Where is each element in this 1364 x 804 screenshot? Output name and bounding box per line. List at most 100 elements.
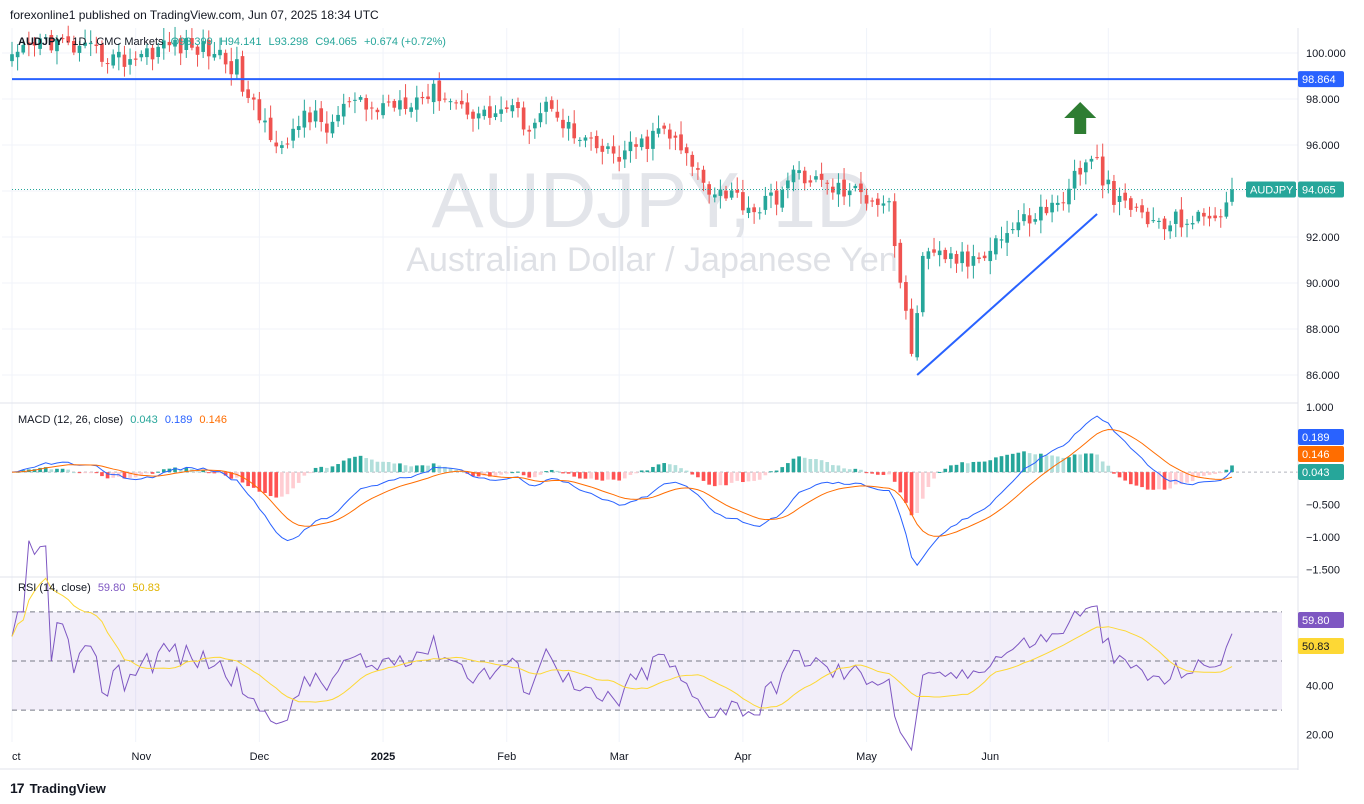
- macd-histogram-bar: [1128, 472, 1133, 485]
- candle-body: [943, 249, 948, 260]
- candle-body: [161, 40, 166, 49]
- rsi-legend-value: 59.80: [97, 582, 126, 594]
- macd-legend: MACD (12, 26, close) 0.043 0.189 0.146: [18, 414, 227, 426]
- candle-body: [521, 107, 526, 130]
- candle-body: [443, 98, 447, 100]
- candle-body: [223, 52, 228, 65]
- macd-histogram-bar: [1083, 453, 1088, 473]
- macd-histogram-bar: [386, 461, 391, 473]
- macd-histogram-bar: [977, 461, 981, 473]
- macd-histogram-bar: [358, 455, 363, 473]
- candle-body: [184, 37, 189, 50]
- candle-body: [988, 250, 993, 262]
- macd-histogram-bar: [544, 471, 548, 473]
- candle-body: [111, 54, 116, 66]
- candle-body: [825, 182, 830, 184]
- candle-body: [937, 250, 942, 256]
- candle-body: [1190, 223, 1195, 225]
- macd-histogram-bar: [572, 472, 577, 477]
- time-axis-label: Jun: [981, 751, 999, 763]
- candle-body: [1128, 198, 1133, 210]
- axes: 100.00098.00096.00094.00092.00090.00088.…: [0, 28, 1346, 770]
- macd-histogram-bar: [347, 458, 352, 473]
- macd-histogram-bar: [847, 469, 852, 473]
- legend-exchange: CMC Markets: [96, 36, 164, 48]
- macd-histogram-bar: [122, 472, 127, 479]
- macd-histogram-bar: [426, 465, 430, 473]
- grid: [0, 28, 1298, 742]
- macd-histogram-bar: [1050, 455, 1054, 473]
- candle-body: [847, 190, 852, 196]
- macd-histogram-bar: [291, 472, 295, 489]
- candle-body: [313, 110, 318, 122]
- macd-histogram-bar: [499, 472, 503, 475]
- macd-histogram-bar: [268, 472, 273, 497]
- candle-body: [263, 120, 267, 123]
- candle-body: [634, 144, 638, 147]
- candle-body: [920, 255, 925, 313]
- macd-histogram-bar: [622, 472, 627, 479]
- candle-body: [561, 119, 565, 129]
- candle-body: [1010, 229, 1015, 231]
- candle-body: [994, 238, 998, 255]
- candle-body: [386, 101, 391, 103]
- candle-body: [864, 195, 869, 204]
- macd-histogram-bar: [549, 469, 554, 473]
- candle-body: [1140, 205, 1144, 213]
- macd-histogram-bar: [353, 456, 357, 473]
- candle-body: [504, 107, 509, 109]
- candle-body: [1134, 206, 1139, 208]
- candle-body: [499, 109, 503, 114]
- candle-body: [381, 103, 385, 116]
- candle-body: [679, 134, 683, 151]
- candle-body: [1022, 214, 1026, 222]
- candle-body: [1145, 211, 1150, 225]
- candle-body: [741, 192, 745, 211]
- macd-histogram-bar: [341, 460, 346, 473]
- candle-body: [27, 42, 31, 46]
- macd-value-label: 0.189: [1302, 432, 1330, 444]
- up-arrow-icon: [1064, 102, 1097, 134]
- candle-body: [594, 135, 599, 149]
- candle-body: [358, 97, 363, 100]
- symbol-tag-bg: [1246, 181, 1296, 198]
- watermark-description: Australian Dollar / Japanese Yen: [406, 241, 897, 279]
- candle-body: [212, 53, 217, 58]
- candle-body: [544, 101, 548, 112]
- candle-body: [954, 254, 959, 264]
- candle-body: [516, 102, 520, 109]
- candle-body: [797, 170, 801, 174]
- macd-histogram-bar: [1168, 472, 1172, 489]
- candle-body: [43, 37, 48, 39]
- macd-histogram-bar: [533, 472, 537, 478]
- macd-histogram-bar: [842, 468, 846, 473]
- macd-histogram-bar: [218, 472, 222, 474]
- candle-body: [330, 121, 335, 134]
- candle-body: [476, 113, 481, 119]
- macd-histogram-bar: [1067, 457, 1071, 473]
- macd-histogram-bar: [819, 460, 824, 473]
- macd-histogram-bar: [150, 472, 155, 474]
- macd-histogram-bar: [274, 472, 279, 498]
- candle-body: [892, 201, 897, 247]
- macd-histogram-bar: [1179, 472, 1184, 485]
- legend-symbol: AUDJPY: [18, 36, 63, 48]
- candle-body: [274, 142, 279, 147]
- macd-histogram-bar: [1061, 457, 1066, 473]
- candle-body: [842, 179, 846, 197]
- macd-histogram-bar: [184, 468, 189, 473]
- candle-body: [139, 53, 144, 58]
- candle-body: [684, 147, 689, 154]
- candle-body: [83, 42, 87, 46]
- overlays: [12, 78, 1298, 376]
- candle-body: [926, 251, 931, 259]
- price-tick-label: 100.000: [1306, 48, 1346, 60]
- macd-histogram-bar: [161, 469, 166, 473]
- candle-body: [904, 282, 908, 311]
- legend-close: C94.065: [315, 36, 357, 48]
- candle-body: [533, 122, 537, 129]
- rsi-ma-line: [11, 577, 1233, 709]
- macd-histogram-bar: [988, 460, 993, 473]
- tradingview-footer[interactable]: 17 TradingView: [10, 780, 106, 796]
